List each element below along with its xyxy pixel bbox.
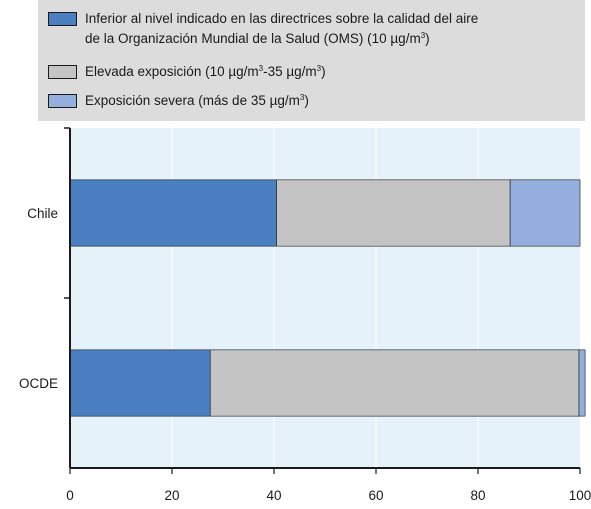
plot-background — [70, 128, 580, 468]
category-labels: Chile OCDE — [19, 206, 58, 391]
x-tick-labels: 0 20 40 60 80 100 — [66, 488, 591, 503]
bar-chile-series-3 — [509, 179, 581, 247]
legend: Inferior al nivel indicado en las direct… — [38, 0, 585, 121]
legend-label-below-who-line2: de la Organización Mundial de la Salud (… — [85, 31, 430, 46]
x-tick-label-80: 80 — [470, 488, 485, 503]
bar-ocde-series-1 — [69, 349, 211, 417]
bar-chile-series-2 — [276, 179, 511, 247]
x-tick-label-40: 40 — [266, 488, 281, 503]
x-tick-label-60: 60 — [368, 488, 383, 503]
bar-chile-series-1 — [69, 179, 277, 247]
legend-swatch-severe-exposure — [48, 94, 77, 108]
legend-label-below-who-line1: Inferior al nivel indicado en las direct… — [85, 11, 479, 26]
legend-item-high-exposure: Elevada exposición (10 µg/m3-35 µg/m3) — [48, 62, 326, 82]
x-tick-label-100: 100 — [569, 488, 591, 503]
legend-item-severe-exposure: Exposición severa (más de 35 µg/m3) — [48, 91, 309, 111]
category-label-ocde: OCDE — [19, 376, 58, 391]
bars — [69, 179, 586, 417]
legend-item-below-who: Inferior al nivel indicado en las direct… — [48, 9, 478, 49]
axes — [64, 127, 581, 474]
x-tick-label-20: 20 — [164, 488, 179, 503]
category-label-chile: Chile — [27, 206, 58, 221]
bar-ocde-series-3 — [578, 349, 586, 417]
legend-label-severe-exposure: Exposición severa (más de 35 µg/m3) — [85, 93, 309, 108]
bar-ocde-series-2 — [209, 349, 580, 417]
legend-swatch-high-exposure — [48, 65, 77, 79]
legend-swatch-below-who — [48, 12, 77, 26]
legend-label-high-exposure: Elevada exposición (10 µg/m3-35 µg/m3) — [85, 64, 326, 79]
x-tick-label-0: 0 — [66, 488, 74, 503]
